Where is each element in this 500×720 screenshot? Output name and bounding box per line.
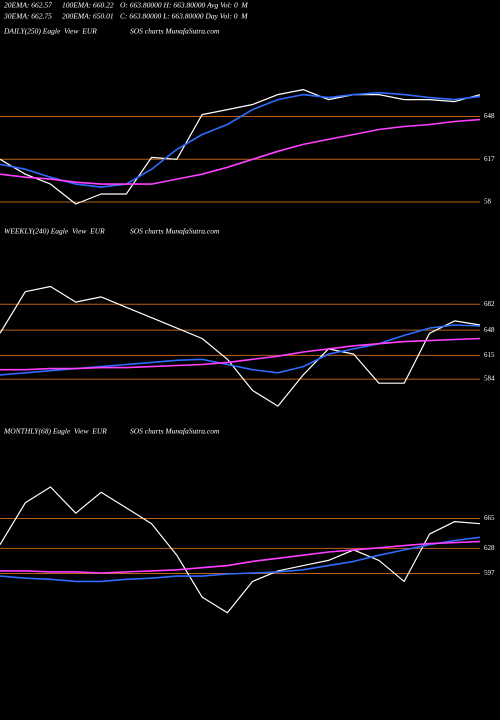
price-line (0, 285, 481, 407)
header-text: 200EMA: 650.01 (62, 12, 114, 21)
panel-title: MONTHLY(68) Eagle View EUR (3, 427, 107, 436)
y-tick-label: 665 (484, 514, 495, 522)
header-text: C: 663.80000 L: 663.80000 Day Vol: 0 M (120, 12, 248, 21)
price-line (0, 540, 481, 574)
y-tick-label: 597 (484, 569, 495, 577)
header-text: 100EMA: 660.22 (62, 1, 114, 10)
panel-title: WEEKLY(240) Eagle View EUR (4, 227, 105, 236)
y-tick-label: 615 (484, 351, 495, 359)
y-tick-label: 617 (484, 155, 495, 163)
price-line (0, 91, 481, 188)
panel-subtitle: SOS charts MunafaSutra.com (130, 27, 220, 36)
price-line (0, 337, 481, 371)
y-tick-label: 58 (484, 198, 492, 206)
y-tick-label: 648 (484, 112, 495, 120)
panel-title: DAILY(250) Eagle View EUR (3, 27, 97, 36)
header-text: 20EMA: 662.57 (4, 1, 52, 10)
price-line (0, 89, 481, 205)
price-line (0, 324, 481, 376)
price-line (0, 536, 481, 583)
panel-subtitle: SOS charts MunafaSutra.com (130, 227, 220, 236)
y-tick-label: 682 (484, 300, 495, 308)
price-line (0, 486, 481, 614)
y-tick-label: 628 (484, 544, 495, 552)
price-line (0, 118, 481, 185)
y-tick-label: 584 (484, 375, 495, 383)
panel-subtitle: SOS charts MunafaSutra.com (130, 427, 220, 436)
header-text: 30EMA: 662.75 (3, 12, 52, 21)
y-tick-label: 648 (484, 326, 495, 334)
header-text: O: 663.80000 H: 663.80000 Avg Vol: 0 M (120, 1, 249, 10)
